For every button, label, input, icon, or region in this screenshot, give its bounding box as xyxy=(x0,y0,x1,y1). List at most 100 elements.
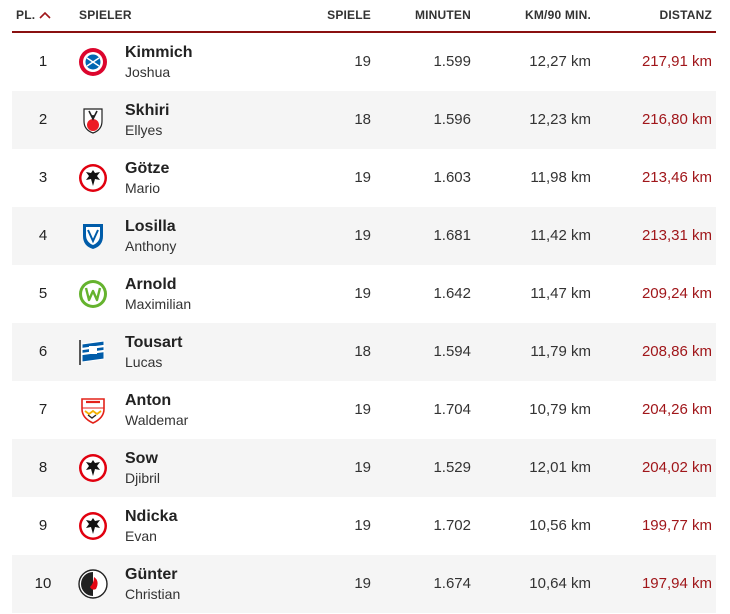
rank-cell: 9 xyxy=(38,517,48,534)
rank-cell: 8 xyxy=(38,459,48,476)
player-name[interactable]: Skhiri Ellyes xyxy=(125,102,169,139)
player-name[interactable]: Ndicka Evan xyxy=(125,508,177,545)
games-cell: 19 xyxy=(354,169,371,186)
minutes-cell: 1.704 xyxy=(433,401,471,418)
table-row[interactable]: 4 Losilla Anthony 19 1.681 11,42 km 213,31 km xyxy=(12,207,716,265)
player-surname: Kimmich xyxy=(125,44,193,61)
player-firstname: Evan xyxy=(125,528,157,544)
distance-cell: 204,26 km xyxy=(641,401,712,418)
distance-column-header[interactable]: DISTANZ xyxy=(659,8,712,22)
frankfurt-crest-icon xyxy=(78,163,108,193)
stuttgart-crest-icon xyxy=(78,395,108,425)
rank-cell: 10 xyxy=(34,575,52,592)
km-per-90-cell: 10,64 km xyxy=(529,575,591,592)
minutes-cell: 1.599 xyxy=(433,53,471,70)
table-row[interactable]: 3 Götze Mario 19 1.603 11,98 km 213,46 km xyxy=(12,149,716,207)
bochum-crest-icon xyxy=(78,221,108,251)
km-per-90-cell: 11,47 km xyxy=(530,285,591,302)
games-cell: 19 xyxy=(354,227,371,244)
freiburg-crest-icon xyxy=(78,569,108,599)
rank-cell: 6 xyxy=(38,343,48,360)
table-row[interactable]: 9 Ndicka Evan 19 1.702 10,56 km 199,77 km xyxy=(12,497,716,555)
table-row[interactable]: 1 Kimmich Joshua 19 1.599 12,27 km 217,91 km xyxy=(12,33,716,91)
player-name[interactable]: Tousart Lucas xyxy=(125,334,182,371)
player-column-header[interactable]: SPIELER xyxy=(79,8,132,22)
games-cell: 19 xyxy=(354,459,371,476)
km-per-90-cell: 12,23 km xyxy=(529,111,591,128)
frankfurt-crest-icon xyxy=(78,511,108,541)
player-name[interactable]: Günter Christian xyxy=(125,566,180,603)
player-name[interactable]: Arnold Maximilian xyxy=(125,276,191,313)
rank-cell: 5 xyxy=(38,285,48,302)
distance-cell: 209,24 km xyxy=(641,285,712,302)
player-surname: Losilla xyxy=(125,218,176,235)
km-per-90-cell: 12,27 km xyxy=(529,53,591,70)
games-cell: 18 xyxy=(354,111,371,128)
table-row[interactable]: 5 Arnold Maximilian 19 1.642 11,47 km 209,24 k… xyxy=(12,265,716,323)
games-cell: 19 xyxy=(354,401,371,418)
table-row[interactable]: 2 Skhiri Ellyes 18 1.596 12,23 km 216,80 km xyxy=(12,91,716,149)
minutes-cell: 1.702 xyxy=(433,517,471,534)
games-cell: 19 xyxy=(354,53,371,70)
frankfurt-crest-icon xyxy=(78,453,108,483)
player-firstname: Djibril xyxy=(125,470,160,486)
player-surname: Ndicka xyxy=(125,508,178,525)
minutes-cell: 1.603 xyxy=(433,169,471,186)
hertha-crest-icon xyxy=(78,337,108,367)
player-surname: Tousart xyxy=(125,334,183,351)
table-row[interactable]: 6 Tousart Lucas 18 1.594 11,79 km 208,86 km xyxy=(12,323,716,381)
km-per-90-column-header[interactable]: KM/90 MIN. xyxy=(524,8,591,22)
wolfsburg-crest-icon xyxy=(78,279,108,309)
player-name[interactable]: Kimmich Joshua xyxy=(125,44,193,81)
player-surname: Anton xyxy=(125,392,172,409)
distance-cell: 204,02 km xyxy=(641,459,712,476)
player-firstname: Ellyes xyxy=(125,122,163,138)
minutes-cell: 1.642 xyxy=(433,285,471,302)
games-cell: 19 xyxy=(354,575,371,592)
player-name[interactable]: Sow Djibril xyxy=(125,450,160,487)
table-row[interactable]: 8 Sow Djibril 19 1.529 12,01 km 204,02 km xyxy=(12,439,716,497)
player-firstname: Christian xyxy=(125,586,181,602)
km-per-90-cell: 10,79 km xyxy=(529,401,591,418)
games-column-header[interactable]: SPIELE xyxy=(327,8,371,22)
chevron-up-icon xyxy=(39,10,51,20)
distance-cell: 197,94 km xyxy=(641,575,712,592)
rank-cell: 2 xyxy=(38,111,48,128)
bayern-crest-icon xyxy=(78,47,108,77)
distance-cell: 213,46 km xyxy=(641,169,712,186)
minutes-cell: 1.594 xyxy=(433,343,471,360)
minutes-cell: 1.596 xyxy=(433,111,471,128)
player-firstname: Anthony xyxy=(125,238,177,254)
player-name[interactable]: Anton Waldemar xyxy=(125,392,188,429)
km-per-90-cell: 11,42 km xyxy=(530,227,591,244)
distance-cell: 199,77 km xyxy=(641,517,712,534)
km-per-90-cell: 11,98 km xyxy=(530,169,591,186)
distance-cell: 217,91 km xyxy=(641,53,712,70)
rank-cell: 4 xyxy=(38,227,48,244)
games-cell: 19 xyxy=(354,517,371,534)
distance-table: PL. SPIELER SPIELE MINUTEN KM/90 MIN. DI… xyxy=(12,0,716,613)
rank-cell: 1 xyxy=(38,53,48,70)
sort-by-rank-button[interactable]: PL. xyxy=(16,8,51,22)
table-row[interactable]: 10 Günter Christian 19 1.674 10,64 km 197,94 k… xyxy=(12,555,716,613)
rank-column-header: PL. xyxy=(16,8,36,22)
table-row[interactable]: 7 Anton Waldemar 19 1.704 10,79 km 204,26 km xyxy=(12,381,716,439)
player-firstname: Mario xyxy=(125,180,161,196)
distance-cell: 216,80 km xyxy=(641,111,712,128)
minutes-column-header[interactable]: MINUTEN xyxy=(414,8,471,22)
distance-cell: 213,31 km xyxy=(641,227,712,244)
player-firstname: Maximilian xyxy=(125,296,192,312)
table-body: 1 Kimmich Joshua 19 1.599 12,27 km 217,91 km 2 S… xyxy=(12,33,716,613)
player-name[interactable]: Götze Mario xyxy=(125,160,169,197)
distance-cell: 208,86 km xyxy=(641,343,712,360)
games-cell: 19 xyxy=(354,285,371,302)
player-firstname: Lucas xyxy=(125,354,163,370)
player-surname: Arnold xyxy=(125,276,177,293)
koeln-crest-icon xyxy=(78,105,108,135)
player-name[interactable]: Losilla Anthony xyxy=(125,218,176,255)
km-per-90-cell: 11,79 km xyxy=(530,343,591,360)
km-per-90-cell: 12,01 km xyxy=(529,459,591,476)
player-surname: Skhiri xyxy=(125,102,170,119)
player-surname: Günter xyxy=(125,566,178,583)
rank-cell: 3 xyxy=(38,169,48,186)
